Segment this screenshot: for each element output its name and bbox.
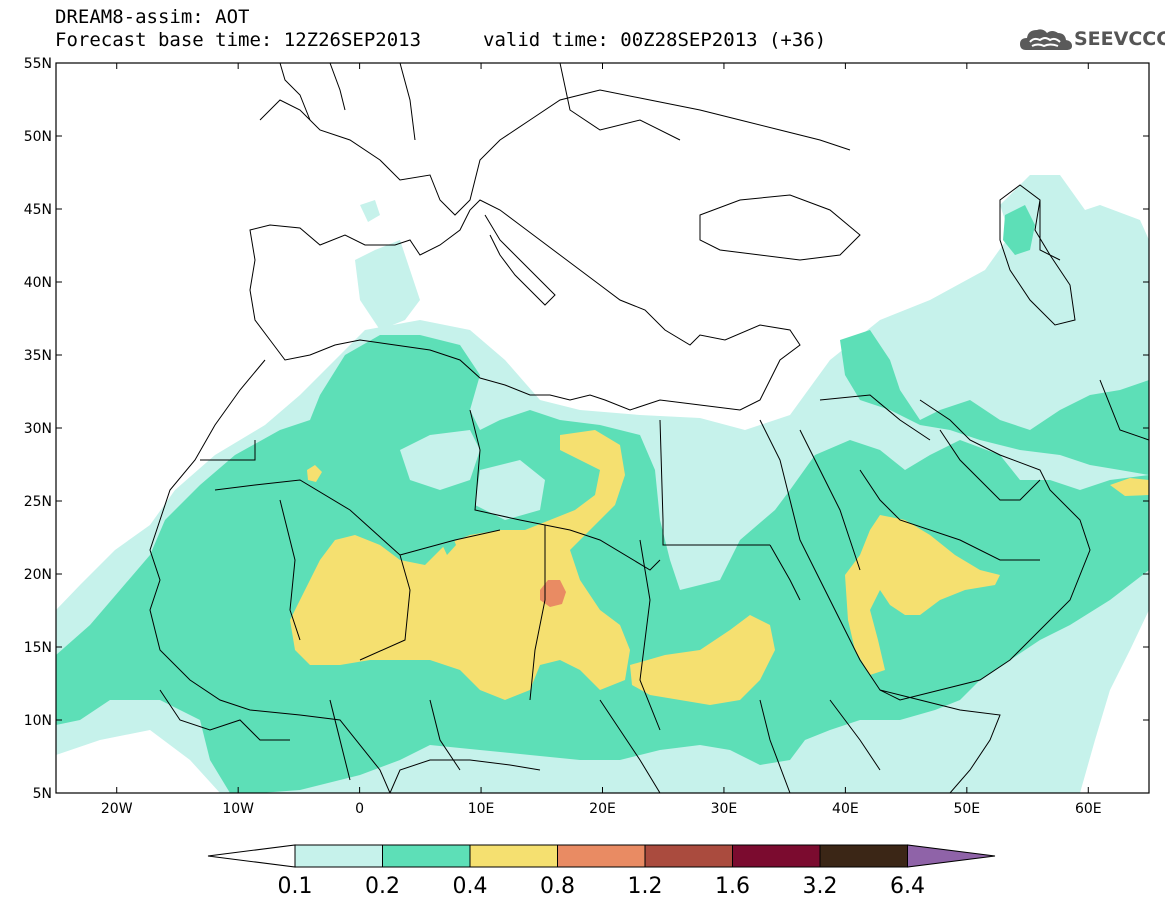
lat-tick-label: 30N	[24, 421, 52, 437]
colorbar-label: 0.8	[540, 874, 575, 899]
colorbar-label: 3.2	[803, 874, 838, 899]
aot-field-0.4-chad-east	[630, 615, 775, 705]
colorbar-label: 1.2	[628, 874, 663, 899]
colorbar-segment	[644, 844, 733, 868]
lat-tick-label: 45N	[24, 202, 52, 218]
colorbar-segment	[382, 844, 471, 868]
cloud-icon	[1020, 29, 1072, 50]
aot-field-0.1-spain	[355, 240, 420, 330]
aot-field-0.1-france	[360, 200, 380, 222]
aot-field-0.2-sahara-hole	[400, 430, 480, 490]
lon-tick-label: 0	[355, 801, 364, 817]
lat-tick-label: 10N	[24, 713, 52, 729]
lon-tick-label: 10W	[222, 801, 254, 817]
aot-field-0.2-chad-hole	[440, 530, 456, 555]
colorbar-label: 6.4	[890, 874, 925, 899]
colorbar-segment	[819, 844, 908, 868]
colorbar-label: 0.2	[365, 874, 400, 899]
aot-field-0.1-caspian	[1030, 205, 1149, 280]
aot-field-0.4-arabia	[845, 515, 1000, 675]
lat-tick-label: 25N	[24, 494, 52, 510]
lon-tick-label: 20W	[101, 801, 133, 817]
lat-tick-label: 35N	[24, 348, 52, 364]
lon-tick-label: 30E	[711, 801, 738, 817]
lon-tick-label: 10E	[468, 801, 495, 817]
seevccc-logo: SEEVCCC	[1018, 24, 1165, 56]
aot-colorbar: 0.1 0.2 0.4 0.8 1.2 1.6 3.2 6.4	[207, 844, 996, 899]
colorbar-label: 1.6	[715, 874, 750, 899]
aot-field-0.2-west	[56, 335, 1149, 793]
lon-tick-label: 40E	[832, 801, 859, 817]
map-title: DREAM8-assim: AOT	[55, 6, 250, 28]
colorbar-segment	[732, 844, 821, 868]
colorbar-segment	[469, 844, 558, 868]
aot-field-0.8	[540, 580, 566, 607]
colorbar-label: 0.4	[453, 874, 488, 899]
valid-time: valid time: 00Z28SEP2013 (+36)	[483, 29, 827, 51]
lat-tick-label: 55N	[24, 56, 52, 72]
lat-tick-label: 20N	[24, 567, 52, 583]
colorbar-segment	[294, 844, 383, 868]
logo-text: SEEVCCC	[1074, 28, 1165, 50]
country-borders	[149, 63, 1149, 793]
aot-contour-fields	[56, 175, 1149, 793]
colorbar-extend-low	[207, 844, 296, 868]
lat-tick-label: 40N	[24, 275, 52, 291]
colorbar-label: 0.1	[278, 874, 313, 899]
lon-tick-label: 50E	[953, 801, 980, 817]
aot-field-0.4-dot	[307, 465, 322, 482]
aot-field-0.4-west	[290, 430, 630, 700]
lon-tick-label: 20E	[589, 801, 616, 817]
aot-field-0.2-east	[840, 330, 1149, 475]
aot-field-0.2-caspian	[1003, 205, 1035, 255]
longitude-axis: 20W 10W 0 10E 20E 30E 40E 50E 60E	[101, 63, 1102, 817]
lat-tick-label: 15N	[24, 640, 52, 656]
lat-tick-label: 5N	[33, 786, 52, 802]
forecast-base-time: Forecast base time: 12Z26SEP2013	[55, 29, 422, 51]
colorbar-segment	[557, 844, 646, 868]
aot-field-0.1-libya	[475, 460, 545, 520]
lon-tick-label: 60E	[1075, 801, 1102, 817]
latitude-axis: 55N 50N 45N 40N 35N 30N 25N 20N 15N 10N 5N	[24, 56, 1149, 802]
colorbar-extend-high	[907, 844, 996, 868]
aot-field-0.4-iran	[1110, 478, 1149, 496]
lat-tick-label: 50N	[24, 129, 52, 145]
